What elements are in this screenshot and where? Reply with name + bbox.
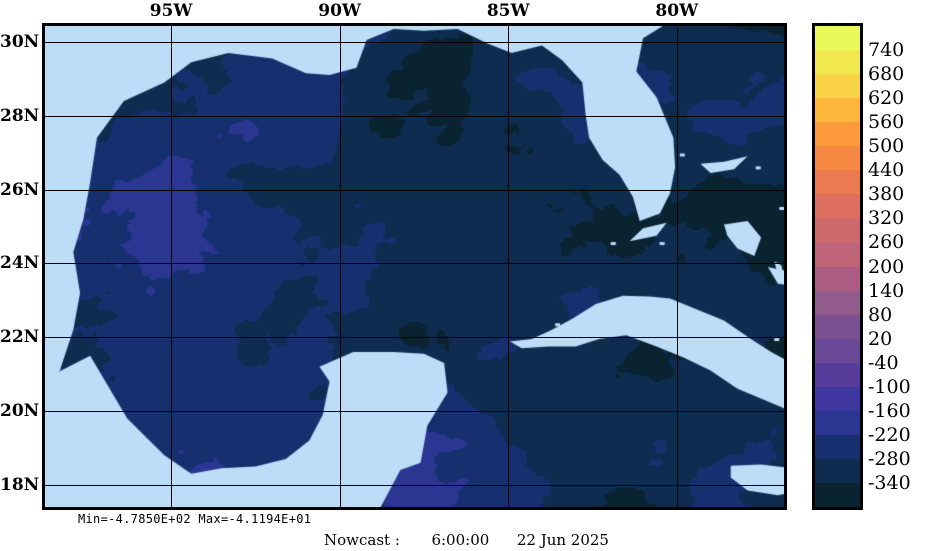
longitude-tick-label: 95W <box>149 1 193 21</box>
nowcast-date: 22 Jun 2025 <box>516 531 609 549</box>
latitude-tick-label: 26N <box>0 179 40 200</box>
nowcast-prefix: Nowcast : <box>324 531 400 549</box>
nowcast-time: 6:00:00 <box>431 531 490 549</box>
gridline-latitude <box>45 190 784 191</box>
colorbar-band <box>815 435 860 459</box>
colorbar-band <box>815 26 860 50</box>
colorbar-band <box>815 218 860 242</box>
colorbar-band <box>815 291 860 315</box>
longitude-tick-label: 90W <box>318 1 362 21</box>
colorbar-tick-label: 560 <box>868 111 905 134</box>
colorbar-tick-label: 380 <box>868 183 905 206</box>
colorbar-tick-label: -100 <box>868 375 911 398</box>
colorbar-band <box>815 98 860 122</box>
latitude-tick-label: 20N <box>0 401 40 422</box>
colorbar-band <box>815 242 860 267</box>
map-plot-area <box>42 23 787 510</box>
colorbar-gradient <box>812 23 863 510</box>
gridline-longitude <box>677 26 678 507</box>
colorbar-tick-labels: 740 680 620 560 500 440 380 320 260 200 140 80 20 -40… <box>868 23 933 510</box>
colorbar-band <box>815 194 860 218</box>
latitude-tick-label: 24N <box>0 253 40 274</box>
colorbar-band <box>815 50 860 74</box>
contour-field <box>45 26 784 507</box>
colorbar-tick-label: 680 <box>868 63 905 86</box>
colorbar-tick-label: 140 <box>868 279 905 302</box>
gridline-latitude <box>45 411 784 412</box>
gridline-latitude <box>45 42 784 43</box>
colorbar-band <box>815 387 860 411</box>
colorbar-band <box>815 146 860 170</box>
colorbar-tick-label: 20 <box>868 327 893 350</box>
gridline-latitude <box>45 337 784 338</box>
latitude-tick-label: 28N <box>0 105 40 126</box>
colorbar-tick-label: 440 <box>868 159 905 182</box>
longitude-tick-label: 85W <box>486 1 530 21</box>
minmax-caption: Min=-4.7850E+02 Max=-4.1194E+01 <box>78 512 312 526</box>
colorbar-tick-label: -280 <box>868 447 911 470</box>
colorbar-band <box>815 363 860 387</box>
colorbar-tick-label: -160 <box>868 399 911 422</box>
colorbar-band <box>815 122 860 146</box>
colorbar-band <box>815 483 860 507</box>
latitude-tick-label: 22N <box>0 327 40 348</box>
colorbar-band <box>815 339 860 363</box>
colorbar-tick-label: -40 <box>868 351 899 374</box>
colorbar-band <box>815 459 860 483</box>
colorbar-band <box>815 267 860 291</box>
gridline-latitude <box>45 116 784 117</box>
colorbar-band <box>815 170 860 194</box>
gridline-longitude <box>171 26 172 507</box>
colorbar-band <box>815 411 860 435</box>
longitude-tick-label: 80W <box>655 1 699 21</box>
colorbar-tick-label: 320 <box>868 207 905 230</box>
colorbar <box>812 23 863 510</box>
colorbar-tick-label: -220 <box>868 423 911 446</box>
gridline-longitude <box>508 26 509 507</box>
colorbar-tick-label: 500 <box>868 135 905 158</box>
colorbar-tick-label: 740 <box>868 39 905 62</box>
gridline-latitude <box>45 263 784 264</box>
colorbar-band <box>815 74 860 98</box>
latitude-tick-label: 30N <box>0 31 40 52</box>
colorbar-tick-label: 80 <box>868 303 893 326</box>
gridline-latitude <box>45 485 784 486</box>
colorbar-tick-label: 200 <box>868 255 905 278</box>
latitude-tick-label: 18N <box>0 474 40 495</box>
colorbar-tick-label: 620 <box>868 87 905 110</box>
nowcast-caption: Nowcast : 6:00:00 22 Jun 2025 <box>0 531 933 549</box>
colorbar-band <box>815 315 860 339</box>
colorbar-tick-label: -340 <box>868 471 911 494</box>
gridline-longitude <box>340 26 341 507</box>
colorbar-tick-label: 260 <box>868 231 905 254</box>
